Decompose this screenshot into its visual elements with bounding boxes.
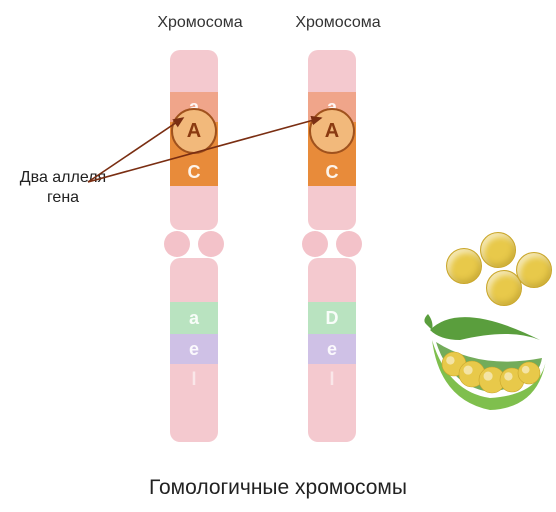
diagram-caption: Гомологичные хромосомы <box>0 476 556 500</box>
pea-pod <box>420 300 550 420</box>
pea <box>516 252 552 288</box>
pea <box>480 232 516 268</box>
pea <box>446 248 482 284</box>
